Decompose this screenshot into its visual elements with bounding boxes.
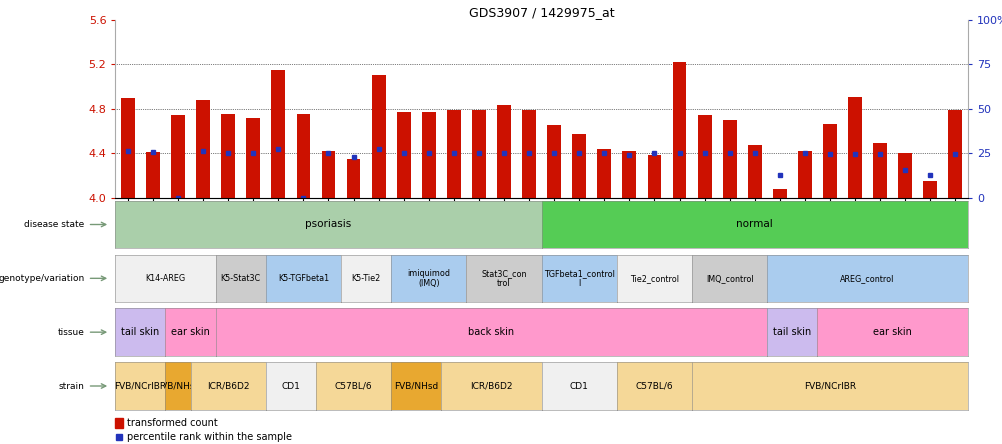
Text: ICR/B6D2: ICR/B6D2: [470, 381, 512, 391]
Bar: [773, 189, 786, 198]
Bar: [672, 62, 685, 198]
Bar: [848, 97, 861, 198]
Text: transformed count: transformed count: [126, 418, 217, 428]
Bar: [697, 115, 710, 198]
Bar: [146, 152, 159, 198]
Bar: [522, 110, 535, 198]
Bar: [221, 115, 234, 198]
Bar: [948, 110, 961, 198]
Bar: [472, 110, 485, 198]
Text: Stat3C_con
trol: Stat3C_con trol: [481, 269, 526, 288]
Text: tissue: tissue: [57, 328, 84, 337]
Bar: [115, 418, 123, 428]
Bar: [422, 112, 435, 198]
Bar: [397, 112, 410, 198]
Text: tail skin: tail skin: [121, 327, 159, 337]
Text: back skin: back skin: [468, 327, 514, 337]
Text: Tie2_control: Tie2_control: [629, 274, 678, 283]
Bar: [647, 155, 660, 198]
Bar: [597, 149, 610, 198]
Text: CD1: CD1: [282, 381, 300, 391]
Text: CD1: CD1: [569, 381, 588, 391]
Bar: [322, 151, 335, 198]
Text: C57BL/6: C57BL/6: [635, 381, 672, 391]
Text: IMQ_control: IMQ_control: [705, 274, 753, 283]
Text: FVB/NCrIBR: FVB/NCrIBR: [114, 381, 166, 391]
Text: K14-AREG: K14-AREG: [145, 274, 185, 283]
Bar: [246, 118, 260, 198]
Text: C57BL/6: C57BL/6: [335, 381, 372, 391]
Bar: [497, 106, 510, 198]
Text: K5-Stat3C: K5-Stat3C: [220, 274, 261, 283]
Bar: [622, 151, 635, 198]
Bar: [272, 70, 285, 198]
Bar: [171, 115, 184, 198]
Bar: [347, 159, 360, 198]
Bar: [121, 98, 134, 198]
Text: percentile rank within the sample: percentile rank within the sample: [126, 432, 292, 442]
Text: imiquimod
(IMQ): imiquimod (IMQ): [407, 269, 450, 288]
Title: GDS3907 / 1429975_at: GDS3907 / 1429975_at: [468, 6, 614, 19]
Text: ear skin: ear skin: [171, 327, 209, 337]
Bar: [823, 124, 836, 198]
Text: disease state: disease state: [24, 220, 84, 229]
Text: FVB/NHsd: FVB/NHsd: [394, 381, 438, 391]
Text: AREG_control: AREG_control: [840, 274, 894, 283]
Bar: [747, 146, 761, 198]
Text: genotype/variation: genotype/variation: [0, 274, 84, 283]
Text: K5-TGFbeta1: K5-TGFbeta1: [278, 274, 329, 283]
Bar: [898, 153, 911, 198]
Bar: [722, 120, 735, 198]
Text: normal: normal: [735, 219, 773, 230]
Bar: [923, 181, 936, 198]
Text: psoriasis: psoriasis: [305, 219, 352, 230]
Bar: [798, 151, 811, 198]
Text: tail skin: tail skin: [773, 327, 811, 337]
Bar: [547, 126, 560, 198]
Bar: [572, 134, 585, 198]
Text: ICR/B6D2: ICR/B6D2: [206, 381, 249, 391]
Bar: [372, 75, 385, 198]
Text: TGFbeta1_control
l: TGFbeta1_control l: [543, 269, 614, 288]
Text: ear skin: ear skin: [873, 327, 911, 337]
Bar: [873, 143, 886, 198]
Text: FVB/NCrIBR: FVB/NCrIBR: [804, 381, 855, 391]
Text: FVB/NHsd: FVB/NHsd: [155, 381, 200, 391]
Text: K5-Tie2: K5-Tie2: [351, 274, 381, 283]
Bar: [196, 100, 209, 198]
Bar: [297, 115, 310, 198]
Text: strain: strain: [58, 381, 84, 391]
Bar: [447, 110, 460, 198]
